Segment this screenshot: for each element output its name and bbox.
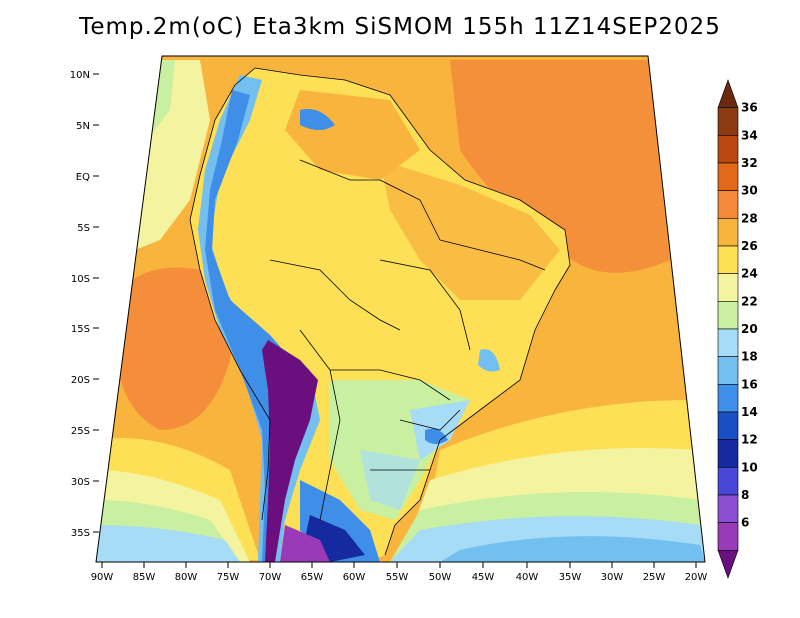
lon-label-60w: 60W [343, 572, 366, 583]
colorbar-label: 34 [741, 128, 758, 142]
map-title: Temp.2m(oC) Eta3km SiSMOM 155h 11Z14SEP2… [79, 14, 721, 40]
lat-label-5n: 5N [76, 121, 90, 132]
lon-label-70w: 70W [259, 572, 282, 583]
colorbar-label: 24 [741, 267, 758, 281]
lon-label-75w: 75W [217, 572, 240, 583]
colorbar-swatch [717, 245, 739, 274]
lat-label-20s: 20S [71, 375, 90, 386]
lon-label-80w: 80W [175, 572, 198, 583]
colorbar-label: 22 [741, 294, 758, 308]
lat-label-5s: 5S [77, 223, 90, 234]
longitude-axis: 90W 85W 80W 75W 70W 65W 60W 55W 50W 45W … [91, 562, 708, 583]
colorbar-swatch [717, 328, 739, 357]
colorbar-swatch [717, 162, 739, 191]
lon-label-35w: 35W [559, 572, 582, 583]
colorbar-swatch [717, 301, 739, 330]
colorbar-label: 18 [741, 350, 758, 364]
colorbar-label: 16 [741, 377, 758, 391]
colorbar: 36 34 32 30 28 26 24 22 20 18 16 14 12 10 8 6 [717, 79, 758, 579]
lat-label-eq: EQ [76, 172, 90, 183]
colorbar-swatch [717, 356, 739, 385]
lon-label-65w: 65W [301, 572, 324, 583]
colorbar-label: 6 [741, 516, 749, 530]
lon-label-85w: 85W [133, 572, 156, 583]
colorbar-swatch [717, 522, 739, 551]
map-field [96, 56, 705, 562]
colorbar-swatch [717, 135, 739, 164]
colorbar-swatch [717, 550, 739, 579]
colorbar-swatch [717, 107, 739, 136]
colorbar-label: 12 [741, 433, 758, 447]
colorbar-label: 26 [741, 239, 758, 253]
lon-label-55w: 55W [386, 572, 409, 583]
colorbar-swatch [717, 218, 739, 247]
lat-label-25s: 25S [71, 426, 90, 437]
colorbar-label: 28 [741, 211, 758, 225]
colorbar-label: 30 [741, 184, 758, 198]
colorbar-swatch [717, 79, 739, 108]
colorbar-label: 8 [741, 488, 749, 502]
colorbar-swatch [717, 494, 739, 523]
lat-label-15s: 15S [71, 324, 90, 335]
colorbar-label: 10 [741, 460, 758, 474]
lon-label-40w: 40W [516, 572, 539, 583]
political-borders [189, 67, 571, 556]
lon-label-20w: 20W [685, 572, 708, 583]
lon-label-25w: 25W [643, 572, 666, 583]
colorbar-label: 36 [741, 101, 758, 115]
colorbar-swatch [717, 384, 739, 413]
colorbar-swatch [717, 467, 739, 496]
colorbar-swatch [717, 439, 739, 468]
lon-label-45w: 45W [472, 572, 495, 583]
lon-label-50w: 50W [429, 572, 452, 583]
colorbar-swatch [717, 411, 739, 440]
latitude-axis: 10N 5N EQ 5S 10S 15S 20S 25S 30S 35S [70, 70, 99, 539]
colorbar-swatch [717, 190, 739, 219]
colorbar-swatch [717, 273, 739, 302]
lon-label-30w: 30W [601, 572, 624, 583]
lat-label-30s: 30S [71, 477, 90, 488]
map-frame [95, 55, 706, 563]
colorbar-label: 32 [741, 156, 758, 170]
lon-label-90w: 90W [91, 572, 114, 583]
lat-label-10s: 10S [71, 274, 90, 285]
colorbar-label: 14 [741, 405, 758, 419]
lat-label-10n: 10N [70, 70, 90, 81]
colorbar-label: 20 [741, 322, 758, 336]
lat-label-35s: 35S [71, 528, 90, 539]
